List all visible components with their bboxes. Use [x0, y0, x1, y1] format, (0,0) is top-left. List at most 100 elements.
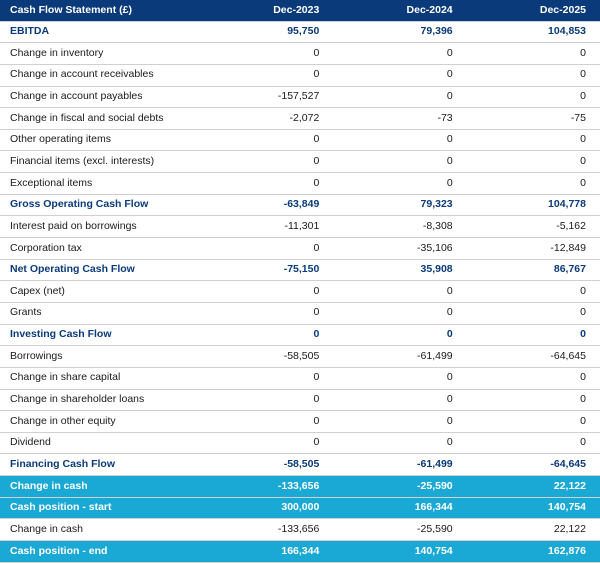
cell-value: 104,853 — [467, 21, 600, 43]
col-header-title: Cash Flow Statement (£) — [0, 0, 200, 21]
table-row: Change in shareholder loans000 — [0, 389, 600, 411]
table-row: Cash position - start300,000166,344140,7… — [0, 497, 600, 519]
row-label: Financial items (excl. interests) — [0, 151, 200, 173]
row-label: Borrowings — [0, 346, 200, 368]
table-row: Borrowings-58,505-61,499-64,645 — [0, 346, 600, 368]
table-row: Change in cash-133,656-25,59022,122 — [0, 519, 600, 541]
cell-value: 0 — [467, 151, 600, 173]
cell-value: 0 — [333, 43, 466, 65]
row-label: Corporation tax — [0, 238, 200, 260]
cell-value: 0 — [333, 151, 466, 173]
row-label: Net Operating Cash Flow — [0, 259, 200, 281]
cell-value: -75 — [467, 108, 600, 130]
row-label: EBITDA — [0, 21, 200, 43]
row-label: Cash position - end — [0, 541, 200, 563]
row-label: Investing Cash Flow — [0, 324, 200, 346]
cell-value: 0 — [467, 432, 600, 454]
table-row: Other operating items000 — [0, 129, 600, 151]
cell-value: 0 — [467, 411, 600, 433]
cell-value: 0 — [333, 86, 466, 108]
row-label: Change in account receivables — [0, 64, 200, 86]
cell-value: -5,162 — [467, 216, 600, 238]
cell-value: 0 — [467, 302, 600, 324]
row-label: Change in other equity — [0, 411, 200, 433]
cell-value: 0 — [200, 411, 333, 433]
col-header-2: Dec-2024 — [333, 0, 466, 21]
cell-value: 0 — [467, 367, 600, 389]
row-label: Change in cash — [0, 519, 200, 541]
cell-value: 0 — [467, 281, 600, 303]
cell-value: 0 — [467, 324, 600, 346]
table-row: Grants000 — [0, 302, 600, 324]
table-row: Cash position - end166,344140,754162,876 — [0, 541, 600, 563]
cash-flow-table: Cash Flow Statement (£) Dec-2023 Dec-202… — [0, 0, 600, 563]
row-label: Change in cash — [0, 476, 200, 498]
table-row: Capex (net)000 — [0, 281, 600, 303]
cell-value: -133,656 — [200, 519, 333, 541]
cell-value: 0 — [467, 86, 600, 108]
table-row: Change in inventory000 — [0, 43, 600, 65]
cell-value: -11,301 — [200, 216, 333, 238]
cell-value: 0 — [333, 281, 466, 303]
row-label: Change in share capital — [0, 367, 200, 389]
table-row: Change in share capital000 — [0, 367, 600, 389]
table-row: Change in account payables-157,52700 — [0, 86, 600, 108]
cell-value: 0 — [200, 281, 333, 303]
cell-value: 0 — [467, 43, 600, 65]
cell-value: 162,876 — [467, 541, 600, 563]
cell-value: 22,122 — [467, 476, 600, 498]
table-row: Exceptional items000 — [0, 173, 600, 195]
cell-value: 0 — [467, 389, 600, 411]
cell-value: -73 — [333, 108, 466, 130]
cell-value: 0 — [467, 129, 600, 151]
cell-value: 0 — [200, 389, 333, 411]
cell-value: 95,750 — [200, 21, 333, 43]
table-row: Financial items (excl. interests)000 — [0, 151, 600, 173]
row-label: Change in fiscal and social debts — [0, 108, 200, 130]
cell-value: 0 — [200, 238, 333, 260]
cell-value: 0 — [200, 302, 333, 324]
cell-value: -133,656 — [200, 476, 333, 498]
col-header-1: Dec-2023 — [200, 0, 333, 21]
table-row: Change in other equity000 — [0, 411, 600, 433]
table-row: Change in cash-133,656-25,59022,122 — [0, 476, 600, 498]
cell-value: -25,590 — [333, 476, 466, 498]
row-label: Other operating items — [0, 129, 200, 151]
table-row: Change in account receivables000 — [0, 64, 600, 86]
row-label: Change in inventory — [0, 43, 200, 65]
cell-value: 166,344 — [333, 497, 466, 519]
cell-value: 0 — [200, 173, 333, 195]
cell-value: 35,908 — [333, 259, 466, 281]
table-row: EBITDA95,75079,396104,853 — [0, 21, 600, 43]
cell-value: 22,122 — [467, 519, 600, 541]
cell-value: -58,505 — [200, 346, 333, 368]
cell-value: 0 — [200, 129, 333, 151]
table-row: Gross Operating Cash Flow-63,84979,32310… — [0, 194, 600, 216]
cell-value: 79,396 — [333, 21, 466, 43]
cell-value: 0 — [333, 302, 466, 324]
cell-value: 104,778 — [467, 194, 600, 216]
cell-value: 0 — [200, 151, 333, 173]
row-label: Capex (net) — [0, 281, 200, 303]
table-row: Change in fiscal and social debts-2,072-… — [0, 108, 600, 130]
row-label: Change in shareholder loans — [0, 389, 200, 411]
row-label: Change in account payables — [0, 86, 200, 108]
cell-value: -35,106 — [333, 238, 466, 260]
cell-value: 0 — [200, 64, 333, 86]
cell-value: 0 — [333, 64, 466, 86]
cell-value: -8,308 — [333, 216, 466, 238]
table-row: Financing Cash Flow-58,505-61,499-64,645 — [0, 454, 600, 476]
cell-value: 0 — [333, 389, 466, 411]
table-row: Corporation tax0-35,106-12,849 — [0, 238, 600, 260]
table-header-row: Cash Flow Statement (£) Dec-2023 Dec-202… — [0, 0, 600, 21]
cell-value: 0 — [200, 367, 333, 389]
cell-value: -64,645 — [467, 454, 600, 476]
row-label: Exceptional items — [0, 173, 200, 195]
cell-value: 0 — [333, 411, 466, 433]
cell-value: -64,645 — [467, 346, 600, 368]
cell-value: -25,590 — [333, 519, 466, 541]
row-label: Gross Operating Cash Flow — [0, 194, 200, 216]
cell-value: 86,767 — [467, 259, 600, 281]
row-label: Interest paid on borrowings — [0, 216, 200, 238]
cell-value: 0 — [200, 43, 333, 65]
